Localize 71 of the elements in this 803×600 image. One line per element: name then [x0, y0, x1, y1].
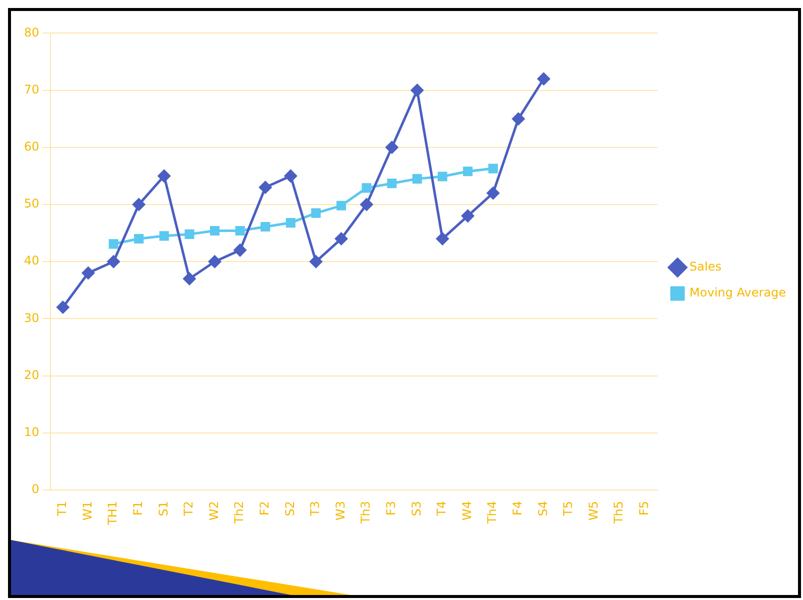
point — [234, 244, 246, 256]
y-tick-label: 20 — [24, 368, 40, 382]
point — [310, 255, 322, 268]
point — [362, 183, 372, 193]
point — [512, 112, 525, 126]
point — [386, 141, 398, 154]
x-tick-label: F2 — [257, 501, 272, 516]
x-tick-label: S1 — [156, 501, 170, 516]
y-tick-label: 10 — [24, 425, 40, 440]
x-tick-label: F3 — [384, 501, 398, 516]
point — [159, 231, 169, 241]
point — [158, 170, 170, 182]
point — [412, 174, 422, 184]
point — [387, 178, 397, 188]
point — [82, 266, 94, 280]
legend-label: Sales — [690, 260, 722, 274]
x-tick-label: Th4 — [485, 501, 500, 525]
point — [336, 200, 346, 210]
x-tick-label: T3 — [308, 501, 322, 517]
x-tick-label: F4 — [510, 501, 525, 516]
point — [360, 198, 373, 211]
x-tick-label: Th5 — [612, 501, 626, 525]
point — [311, 208, 321, 218]
point — [438, 172, 448, 182]
x-tick-label: W5 — [586, 501, 600, 521]
point — [56, 301, 70, 314]
point — [436, 232, 449, 246]
point — [132, 198, 146, 211]
y-tick-label: 0 — [32, 482, 40, 496]
point — [462, 166, 473, 176]
x-tick-label: S4 — [536, 501, 550, 516]
point — [260, 222, 270, 232]
x-tick-label: TH1 — [106, 501, 120, 526]
x-tick-label: Th2 — [232, 501, 246, 525]
point — [235, 226, 245, 236]
point — [486, 186, 500, 200]
x-tick-label: S2 — [282, 501, 297, 516]
x-tick-label: F1 — [130, 501, 145, 516]
point — [210, 226, 220, 236]
x-tick-label: Th3 — [358, 501, 373, 525]
point — [335, 232, 348, 246]
x-tick-label: T5 — [561, 501, 576, 517]
x-tick-label: T4 — [434, 501, 449, 517]
point — [184, 229, 194, 239]
x-tick-label: T2 — [182, 501, 196, 517]
x-tick-label: F5 — [637, 501, 652, 516]
point — [183, 272, 196, 285]
y-tick-label: 50 — [24, 196, 40, 211]
x-tick-label: W2 — [206, 501, 221, 521]
y-tick-label: 40 — [24, 254, 40, 268]
point — [537, 72, 550, 86]
point — [107, 255, 120, 268]
x-tick-label: W4 — [460, 501, 474, 521]
point — [134, 234, 144, 244]
legend-label: Moving Average — [690, 286, 786, 300]
point — [488, 164, 498, 174]
point — [284, 170, 297, 182]
y-tick-label: 80 — [24, 25, 40, 40]
point — [410, 84, 424, 97]
x-tick-label: W3 — [333, 501, 348, 521]
x-tick-label: T1 — [55, 501, 70, 517]
point — [286, 218, 296, 228]
y-tick-label: 70 — [24, 82, 40, 96]
x-tick-label: W1 — [80, 501, 94, 521]
point — [108, 239, 118, 249]
y-tick-label: 30 — [24, 310, 40, 325]
point — [208, 255, 221, 268]
y-tick-label: 60 — [24, 140, 40, 154]
point — [259, 181, 272, 194]
x-tick-label: S3 — [409, 501, 424, 516]
point — [462, 210, 474, 222]
